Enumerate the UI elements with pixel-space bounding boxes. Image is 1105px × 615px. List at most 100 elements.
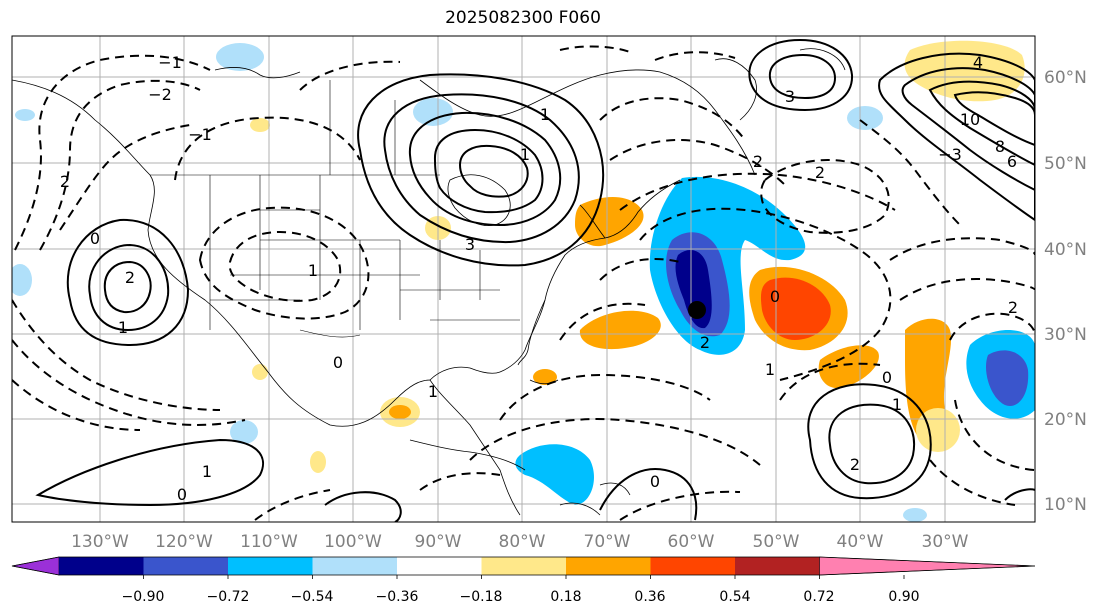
contour-label: 1 — [540, 105, 550, 124]
colorbar-tick: −0.72 — [207, 589, 250, 605]
contour-label: 0 — [882, 368, 892, 387]
negative-anomaly-small — [847, 106, 883, 130]
colorbar-tick: 0.36 — [634, 589, 665, 605]
contour-label: 1 — [520, 145, 530, 164]
contour-label: 0 — [333, 353, 343, 372]
colorbar-segment — [228, 557, 313, 575]
contour-label: −1 — [188, 125, 212, 144]
positive-anomaly-small-core — [389, 405, 411, 419]
colorbar-segment — [650, 557, 736, 575]
contour-label: 1 — [308, 261, 318, 280]
colorbar-segment — [143, 557, 229, 575]
positive-anomaly-small — [310, 451, 326, 473]
contour-label: −3 — [938, 145, 962, 164]
positive-anomaly-small — [252, 364, 268, 380]
lat-label: 60°N — [1044, 68, 1087, 88]
colorbar-extend-low — [11, 556, 60, 576]
lon-label: 90°W — [415, 532, 462, 552]
colorbar-segment — [59, 557, 144, 575]
contour-label: −2 — [148, 85, 172, 104]
colorbar-segment — [735, 557, 820, 575]
lon-label: 130°W — [71, 532, 129, 552]
positive-anomaly-small — [533, 369, 557, 385]
contour-label: 0 — [177, 485, 187, 504]
contour-label: 1 — [118, 318, 128, 337]
negative-anomaly-small — [230, 420, 258, 444]
colorbar-segment — [397, 557, 482, 575]
lat-label: 40°N — [1044, 240, 1087, 260]
lon-label: 30°W — [922, 532, 969, 552]
lon-label: 50°W — [753, 532, 800, 552]
negative-anomaly-small — [12, 264, 32, 296]
contour-label: 0 — [770, 287, 780, 306]
storm-center-dot — [688, 301, 706, 319]
map-title: 2025082300 F060 — [445, 8, 601, 28]
positive-anomaly-mid — [579, 310, 661, 350]
contour-label: 4 — [973, 53, 983, 72]
contour-label: 10 — [960, 110, 980, 129]
lon-label: 70°W — [584, 532, 631, 552]
negative-anomaly-caribbean — [515, 444, 595, 505]
colorbar-tick: −0.90 — [122, 589, 165, 605]
map-background — [12, 36, 1035, 522]
contour-label: 0 — [650, 472, 660, 491]
solid-contours — [35, 38, 1035, 522]
colorbar — [11, 556, 1036, 579]
contour-labels: 2 1 0 −1 −2 −3 4 6 8 10 3 2 1 0 1 2 2 0 … — [60, 53, 1018, 504]
contour-label: 2 — [753, 152, 763, 171]
lat-label: 20°N — [1044, 410, 1087, 430]
negative-anomaly-small — [216, 43, 264, 71]
contour-label: 2 — [700, 333, 710, 352]
lon-label: 120°W — [155, 532, 213, 552]
negative-anomaly-small — [413, 98, 453, 126]
positive-anomaly-core — [760, 277, 831, 340]
colorbar-tick: −0.18 — [460, 589, 503, 605]
latitude-labels: 60°N 50°N 40°N 30°N 20°N 10°N — [1044, 68, 1087, 515]
contour-label: −1 — [158, 53, 182, 72]
contour-label: 2 — [1008, 298, 1018, 317]
contour-label: 1 — [428, 382, 438, 401]
positive-anomaly-ne — [575, 196, 644, 247]
positive-anomaly-east — [818, 345, 879, 389]
positive-anomaly-small — [250, 118, 270, 132]
map-frame — [11, 35, 1036, 523]
lon-label: 100°W — [324, 532, 382, 552]
lon-label: 110°W — [240, 532, 298, 552]
contour-label: 2 — [850, 455, 860, 474]
colorbar-outline — [11, 556, 1036, 576]
colorbar-tick: −0.36 — [376, 589, 419, 605]
colorbar-tick: 0.54 — [719, 589, 750, 605]
contour-label: 0 — [90, 229, 100, 248]
longitude-labels: 130°W 120°W 110°W 100°W 90°W 80°W 70°W 6… — [71, 532, 969, 552]
colorbar-tick: 0.72 — [803, 589, 834, 605]
colorbar-tick-labels: −0.90 −0.72 −0.54 −0.36 −0.18 0.18 0.36 … — [122, 589, 920, 605]
coastlines — [12, 48, 846, 516]
lat-label: 10°N — [1044, 495, 1087, 515]
lon-label: 60°W — [668, 532, 715, 552]
contour-label: 2 — [60, 172, 70, 191]
negative-anomaly-east-core — [985, 350, 1029, 406]
colorbar-extend-high — [819, 556, 1036, 576]
colorbar-segment — [312, 557, 398, 575]
negative-anomaly-small — [15, 109, 35, 121]
lat-label: 50°N — [1044, 154, 1087, 174]
negative-anomaly-small — [903, 508, 927, 522]
lon-label: 80°W — [499, 532, 546, 552]
contour-label: 1 — [765, 360, 775, 379]
colorbar-tick: −0.54 — [291, 589, 334, 605]
colorbar-segment — [481, 557, 567, 575]
contour-label: 3 — [785, 87, 795, 106]
colorbar-segment — [566, 557, 651, 575]
contour-label: 1 — [892, 395, 902, 414]
contour-label: 2 — [815, 163, 825, 182]
contour-label: 1 — [202, 462, 212, 481]
contour-label: 8 — [995, 137, 1005, 156]
colorbar-tick: 0.18 — [550, 589, 581, 605]
lon-label: 40°W — [837, 532, 884, 552]
dashed-contours — [12, 45, 1035, 521]
contour-label: 6 — [1007, 152, 1017, 171]
contour-label: 3 — [465, 235, 475, 254]
lat-label: 30°N — [1044, 325, 1087, 345]
contour-label: 2 — [125, 268, 135, 287]
